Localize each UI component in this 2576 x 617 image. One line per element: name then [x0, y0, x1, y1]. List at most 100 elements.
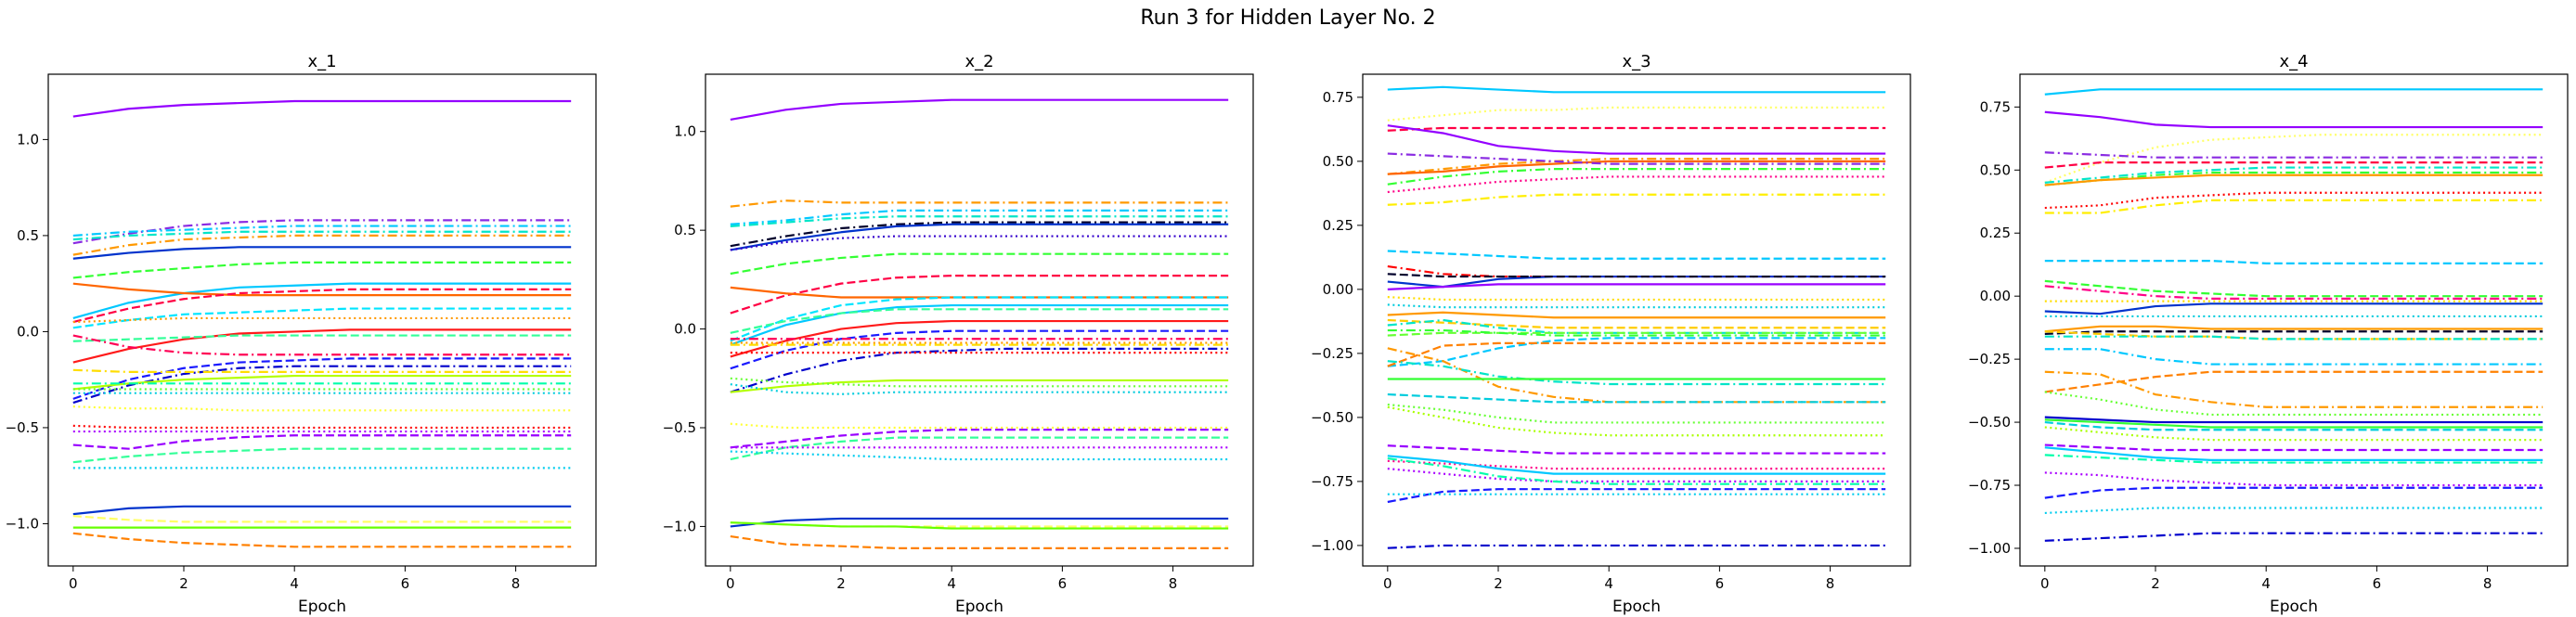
subplot-grid: 0 2 4 6 8 −1.0 −0.5 0.0 0.5 1.0 x_1 Epoch 0 2 4 6 8 −1.0 −… — [6, 52, 2569, 616]
series-line-1 — [72, 99, 572, 118]
series-line-28 — [2044, 426, 2544, 442]
x-tick-label: 0 — [1383, 575, 1392, 592]
series-line-23 — [72, 405, 572, 412]
series-line-19 — [72, 374, 572, 391]
series-line-27 — [2044, 420, 2544, 431]
series-line-6 — [730, 223, 1229, 251]
series-line-24 — [1387, 341, 1886, 367]
series-line-12 — [1387, 264, 1886, 278]
series-line-22 — [730, 377, 1229, 388]
y-tick-label: 0.00 — [1323, 281, 1353, 298]
series-line-10 — [72, 288, 572, 324]
series-line-3 — [2044, 134, 2544, 184]
series-line-15 — [72, 334, 572, 356]
series-line-3 — [72, 225, 572, 238]
series-line-31 — [2044, 454, 2544, 464]
series-line-14 — [72, 334, 572, 342]
y-tick-label: −1.00 — [1311, 537, 1353, 554]
subplot-1: 0 2 4 6 8 −1.0 −0.5 0.0 0.5 1.0 x_1 Epoch — [6, 52, 597, 616]
series-line-26 — [1387, 360, 1886, 386]
x-tick-label: 6 — [1058, 575, 1068, 592]
series-line-32 — [730, 534, 1229, 549]
series-line-29 — [730, 517, 1229, 528]
x-tick-label: 2 — [836, 575, 846, 592]
series-line-21 — [2044, 348, 2544, 366]
series-line-23 — [1387, 337, 1886, 367]
series-line-23 — [2044, 370, 2544, 408]
series-line-1 — [730, 98, 1229, 122]
series-line-13 — [72, 328, 572, 364]
series-line-18 — [1387, 311, 1886, 319]
series-line-12 — [2044, 279, 2544, 298]
series-line-9 — [2044, 191, 2544, 210]
series-line-30 — [730, 521, 1229, 528]
series-line-24 — [2044, 391, 2544, 417]
x-tick-label: 8 — [2483, 575, 2492, 592]
x-axis-label: Epoch — [298, 598, 346, 616]
x-tick-label: 6 — [2373, 575, 2382, 592]
series-line-29 — [1387, 403, 1886, 424]
series-line-6 — [2044, 166, 2544, 184]
series-line-30 — [72, 515, 572, 523]
series-line-10 — [730, 286, 1229, 299]
series-group — [2044, 88, 2544, 542]
series-line-38 — [1387, 544, 1886, 549]
y-tick-label: 0.5 — [17, 227, 39, 244]
series-line-26 — [72, 434, 572, 450]
y-tick-label: −0.75 — [1968, 477, 2011, 494]
series-line-7 — [72, 261, 572, 279]
series-line-25 — [730, 429, 1229, 449]
series-line-19 — [1387, 318, 1886, 329]
y-tick-label: 0.75 — [1980, 98, 2011, 115]
series-line-13 — [730, 308, 1229, 334]
series-line-2 — [72, 219, 572, 245]
x-tick-label: 8 — [1169, 575, 1178, 592]
x-tick-label: 4 — [290, 575, 299, 592]
subplot-title: x_1 — [307, 52, 336, 71]
series-line-28 — [730, 450, 1229, 461]
series-line-14 — [1387, 273, 1886, 278]
series-line-9 — [72, 282, 572, 297]
y-tick-label: 1.0 — [17, 131, 39, 148]
x-tick-label: 4 — [2261, 575, 2271, 592]
x-tick-label: 8 — [1826, 575, 1835, 592]
subplot-3: 0 2 4 6 8 −1.00 −0.75 −0.50 −0.25 0.00 0.25 0.50 0.7… — [1311, 52, 1911, 616]
x-tick-label: 6 — [1715, 575, 1725, 592]
series-line-17 — [1387, 303, 1886, 309]
series-line-6 — [1387, 160, 1886, 175]
subplot-4: 0 2 4 6 8 −1.00 −0.75 −0.50 −0.25 0.00 0.25 0.50 0.7… — [1968, 52, 2569, 616]
subplot-title: x_4 — [2279, 52, 2308, 71]
series-line-34 — [2044, 507, 2544, 515]
series-line-8 — [2044, 174, 2544, 186]
x-tick-label: 0 — [69, 575, 78, 592]
series-line-29 — [72, 505, 572, 516]
series-line-5 — [2044, 161, 2544, 169]
series-line-24 — [72, 424, 572, 430]
series-line-30 — [1387, 405, 1886, 437]
x-tick-label: 2 — [2151, 575, 2160, 592]
series-line-33 — [1387, 455, 1886, 475]
series-line-29 — [2044, 443, 2544, 452]
y-tick-label: 0.5 — [674, 222, 696, 238]
x-tick-label: 2 — [1494, 575, 1503, 592]
series-line-26 — [2044, 418, 2544, 429]
series-line-31 — [1387, 444, 1886, 455]
series-line-2 — [2044, 110, 2544, 129]
series-line-26 — [730, 436, 1229, 461]
series-line-7 — [1387, 152, 1886, 165]
subplot-2: 0 2 4 6 8 −1.0 −0.5 0.0 0.5 1.0 x_2 Epoch — [663, 52, 1254, 616]
series-line-4 — [72, 230, 572, 241]
series-line-35 — [2044, 532, 2544, 542]
y-tick-label: −0.5 — [6, 419, 39, 436]
series-line-11 — [730, 296, 1229, 342]
series-line-9 — [730, 275, 1229, 315]
y-tick-label: −0.75 — [1311, 473, 1353, 490]
y-tick-label: 1.0 — [674, 123, 696, 140]
subplot-title: x_3 — [1622, 52, 1650, 71]
series-line-22 — [1387, 328, 1886, 337]
series-line-33 — [2044, 486, 2544, 499]
series-line-15 — [2044, 302, 2544, 315]
series-line-21 — [1387, 331, 1886, 337]
series-line-6 — [72, 246, 572, 260]
